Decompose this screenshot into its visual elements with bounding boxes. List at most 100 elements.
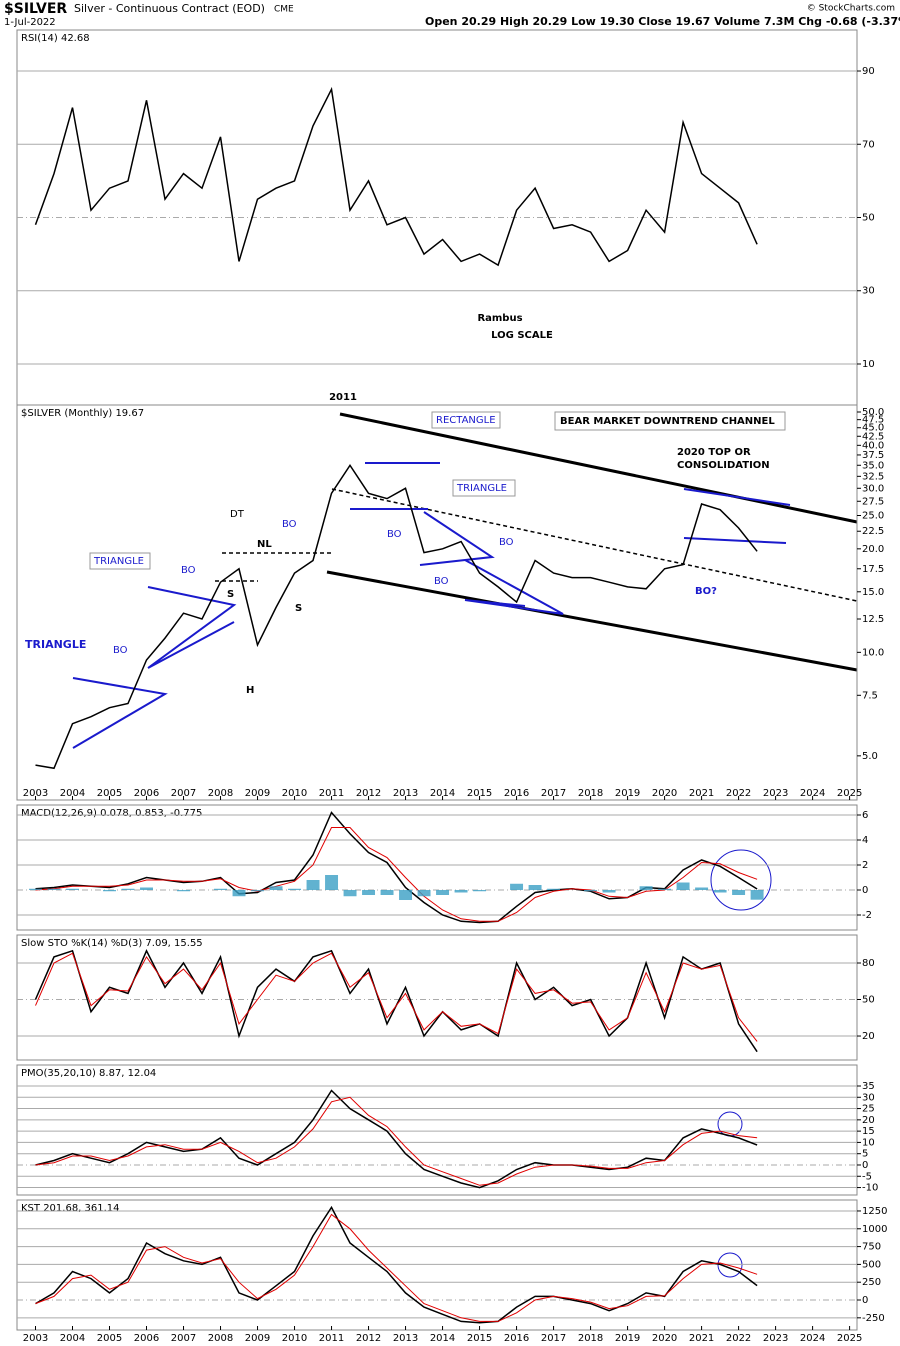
- panel-label: RSI(14) 42.68: [21, 33, 90, 44]
- y-tick-label: 37.5: [862, 450, 884, 461]
- y-tick-label: 0: [862, 885, 868, 896]
- x-tick-label: 2010: [282, 788, 307, 799]
- histogram-bar: [676, 882, 690, 890]
- y-tick-label: 50: [862, 995, 875, 1006]
- histogram-bar: [343, 890, 357, 897]
- support-2020: [683, 537, 787, 544]
- x-tick-label: 2013: [393, 788, 418, 799]
- histogram-bar: [29, 888, 42, 890]
- annotation: Rambus: [477, 313, 522, 324]
- panel-label: PMO(35,20,10) 8.87, 12.04: [21, 1068, 156, 1079]
- x-tick-label: 2016: [504, 788, 529, 799]
- wedge-2015: [464, 559, 564, 615]
- annotation: BO: [113, 645, 128, 656]
- y-tick-label: 10: [862, 1137, 875, 1148]
- panel-label: MACD(12,26,9) 0.078, 0.853, -0.775: [21, 808, 202, 819]
- annotation: TRIANGLE: [93, 556, 144, 567]
- y-tick-label: 25: [862, 1104, 875, 1115]
- panel-frame: [16, 1064, 858, 1196]
- x-tick-label: 2005: [97, 1333, 122, 1344]
- x-tick-label: 2010: [282, 1333, 307, 1344]
- histogram-bar: [177, 890, 190, 892]
- series-line: [35, 952, 758, 1042]
- histogram-bar: [251, 890, 265, 892]
- y-tick-label: 30.0: [862, 483, 884, 494]
- y-tick-label: 90: [862, 66, 875, 77]
- histogram-bar: [454, 890, 468, 893]
- copyright: © StockCharts.com: [807, 4, 895, 14]
- x-tick-label: 2009: [245, 1333, 270, 1344]
- y-tick-label: 0: [862, 1295, 868, 1306]
- histogram-bar: [325, 875, 339, 890]
- histogram-bar: [528, 885, 542, 890]
- y-tick-label: 250: [862, 1277, 881, 1288]
- y-tick-label: 0: [862, 1160, 868, 1171]
- symbol: $SILVER: [4, 1, 67, 17]
- histogram-bar: [473, 890, 487, 892]
- y-tick-label: 1250: [862, 1206, 887, 1217]
- y-tick-label: 70: [862, 139, 875, 150]
- series-line: [35, 811, 758, 924]
- y-tick-label: 10.0: [862, 647, 884, 658]
- x-tick-label: 2014: [430, 1333, 455, 1344]
- histogram-bar: [732, 890, 746, 895]
- x-tick-label: 2006: [134, 1333, 159, 1344]
- panel-frame: [16, 404, 858, 801]
- channel-bottom: [326, 570, 858, 672]
- annotation: BEAR MARKET DOWNTREND CHANNEL: [560, 416, 775, 427]
- histogram-bar: [214, 888, 227, 890]
- series-line: [35, 1213, 758, 1322]
- x-tick-label: 2020: [652, 788, 677, 799]
- annotation: 2011: [329, 392, 357, 403]
- y-tick-label: 20: [862, 1031, 875, 1042]
- pmo-circle: [717, 1111, 743, 1137]
- x-tick-label: 2023: [763, 1333, 788, 1344]
- x-tick-label: 2012: [356, 788, 381, 799]
- x-tick-label: 2024: [800, 788, 825, 799]
- x-tick-label: 2025: [837, 1333, 862, 1344]
- instrument-name: Silver - Continuous Contract (EOD): [74, 2, 265, 15]
- y-tick-label: 40.0: [862, 440, 884, 451]
- annotation: H: [246, 685, 254, 696]
- annotation: BO: [434, 576, 449, 587]
- panel-label: $SILVER (Monthly) 19.67: [21, 408, 144, 419]
- y-tick-label: 4: [862, 835, 868, 846]
- y-tick-label: 80: [862, 958, 875, 969]
- annotation: NL: [257, 539, 272, 550]
- annotation: S: [227, 589, 234, 600]
- y-tick-label: 22.5: [862, 526, 884, 537]
- panel-label: KST 201.68, 361.14: [21, 1203, 120, 1214]
- annotation: BO: [499, 537, 514, 548]
- histogram-bar: [510, 883, 524, 890]
- x-tick-label: 2005: [97, 788, 122, 799]
- annotation: DT: [230, 509, 245, 520]
- y-tick-label: 25.0: [862, 511, 884, 522]
- triangle-2006: [147, 586, 237, 669]
- x-tick-label: 2015: [467, 788, 492, 799]
- histogram-bar: [47, 888, 61, 890]
- y-tick-label: 50.0: [862, 407, 884, 418]
- histogram-bar: [362, 890, 376, 895]
- x-tick-label: 2020: [652, 1333, 677, 1344]
- histogram-bar: [750, 890, 764, 900]
- y-tick-label: 12.5: [862, 614, 884, 625]
- x-tick-label: 2012: [356, 1333, 381, 1344]
- histogram-bar: [66, 888, 79, 890]
- histogram-bar: [103, 890, 116, 892]
- x-tick-label: 2024: [800, 1333, 825, 1344]
- y-tick-label: 10: [862, 359, 875, 370]
- panel-label: Slow STO %K(14) %D(3) 7.09, 15.55: [21, 938, 203, 949]
- x-tick-label: 2018: [578, 1333, 603, 1344]
- date: 1-Jul-2022: [4, 17, 56, 28]
- panel-frame: [16, 934, 858, 1061]
- quote: Open 20.29 High 20.29 Low 19.30 Close 19…: [425, 15, 900, 28]
- x-tick-label: 2016: [504, 1333, 529, 1344]
- y-tick-label: 5: [862, 1149, 868, 1160]
- x-tick-label: 2017: [541, 788, 566, 799]
- annotation: BO?: [695, 586, 717, 597]
- x-tick-label: 2011: [319, 788, 344, 799]
- annotation: TRIANGLE: [456, 483, 507, 494]
- x-tick-label: 2003: [23, 788, 48, 799]
- x-tick-label: 2022: [726, 1333, 751, 1344]
